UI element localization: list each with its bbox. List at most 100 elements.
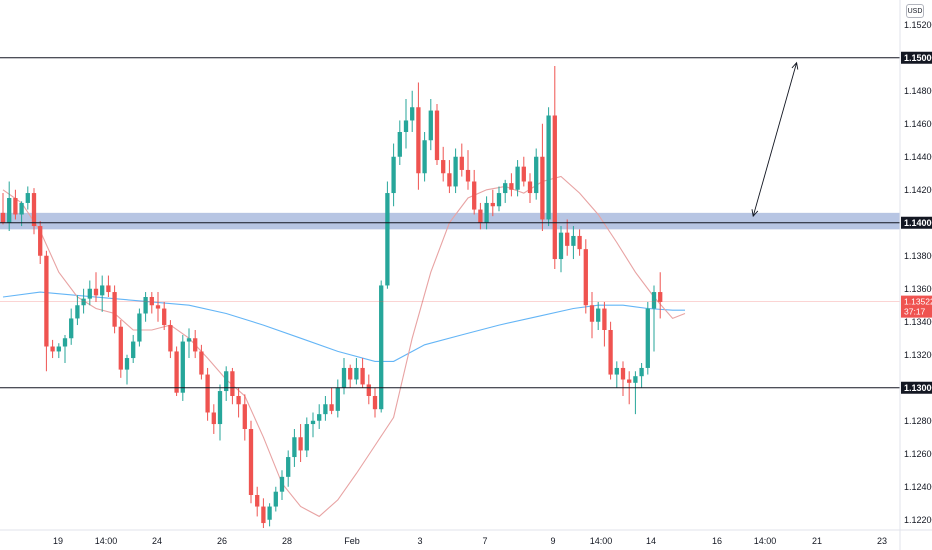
candle — [13, 189, 18, 220]
candle-body — [341, 367, 347, 388]
candle-body — [304, 424, 309, 451]
candle-body — [292, 437, 297, 458]
candle — [149, 292, 154, 314]
candle — [546, 107, 551, 227]
ma-fast-line — [2, 175, 686, 518]
candle — [577, 229, 582, 256]
candle-body — [348, 367, 353, 380]
candle — [459, 143, 464, 177]
candle — [261, 498, 266, 528]
candle-body — [596, 308, 601, 322]
candle-body — [459, 156, 464, 170]
candle — [211, 404, 216, 434]
candle — [323, 396, 328, 421]
candle-body — [69, 318, 74, 339]
candle-body — [372, 396, 378, 410]
candle — [75, 295, 80, 326]
candle-body — [335, 387, 340, 411]
candle-body — [248, 429, 254, 495]
candle-body — [317, 414, 322, 421]
candle — [317, 404, 322, 429]
candle-body — [534, 156, 539, 194]
candle — [162, 301, 167, 330]
candle-body — [106, 285, 111, 293]
price-countdown: 37:17 — [904, 307, 926, 317]
candle — [354, 358, 359, 385]
time-tick-label: 23 — [877, 536, 887, 546]
time-tick-label: 7 — [482, 536, 487, 546]
candle-body — [354, 367, 359, 380]
level-label: 1.13000 — [904, 383, 932, 393]
candle-body — [186, 338, 192, 342]
candle-body — [552, 115, 557, 260]
candle — [503, 179, 508, 203]
candle-body — [180, 341, 185, 393]
time-tick-label: 24 — [152, 536, 162, 546]
candle — [366, 374, 371, 405]
candle-body — [484, 202, 489, 223]
candle-body — [434, 110, 440, 161]
candle — [143, 292, 148, 322]
candle-body — [62, 338, 68, 347]
candle-body — [410, 107, 415, 121]
candle — [422, 132, 427, 182]
candle-body — [279, 476, 285, 492]
candle-body — [651, 292, 657, 309]
candle — [360, 358, 365, 388]
candle — [596, 301, 601, 330]
candlesticks — [0, 66, 663, 528]
candle-body — [620, 367, 626, 380]
candle-body — [0, 212, 6, 223]
candle-body — [416, 107, 421, 174]
candle-body — [428, 110, 433, 141]
candle — [552, 66, 557, 269]
candle-body — [509, 183, 514, 190]
candle — [255, 486, 260, 517]
candle — [589, 292, 595, 339]
candle-body — [7, 198, 12, 223]
candle-body — [583, 249, 588, 306]
candle-body — [614, 367, 619, 375]
candle-body — [162, 308, 167, 326]
candle — [447, 160, 452, 194]
time-tick-label: 28 — [282, 536, 292, 546]
candle-body — [93, 288, 99, 296]
candle — [131, 334, 136, 363]
candle-body — [496, 193, 502, 207]
candle-body — [540, 156, 545, 220]
candle-body — [56, 346, 61, 352]
candle-body — [112, 292, 117, 327]
candle — [509, 173, 514, 197]
candle — [31, 188, 37, 235]
candle-body — [217, 391, 223, 425]
candle — [304, 417, 309, 458]
candle — [639, 363, 644, 388]
candle-body — [521, 166, 526, 182]
candle — [565, 219, 570, 256]
candle — [25, 186, 30, 210]
candle — [490, 189, 495, 217]
arrow-head — [751, 209, 759, 218]
candle-body — [478, 209, 483, 223]
currency-badge[interactable]: USD — [906, 4, 924, 18]
candle — [87, 280, 92, 306]
candle — [217, 384, 223, 441]
candle-body — [75, 305, 80, 319]
candle — [298, 424, 303, 462]
candle — [428, 99, 433, 151]
candle-body — [447, 173, 452, 187]
candle-body — [193, 338, 198, 352]
arrow-head — [791, 61, 799, 70]
candle-body — [565, 232, 570, 246]
time-tick-label: 21 — [812, 536, 822, 546]
candle-body — [50, 346, 55, 352]
candle — [174, 346, 179, 396]
moving-averages — [2, 175, 686, 518]
candle — [496, 186, 502, 212]
candle-body — [199, 351, 204, 375]
candle — [335, 379, 340, 418]
level-label-bg — [901, 381, 932, 394]
candle — [472, 169, 477, 215]
level-label-bg — [901, 51, 932, 64]
